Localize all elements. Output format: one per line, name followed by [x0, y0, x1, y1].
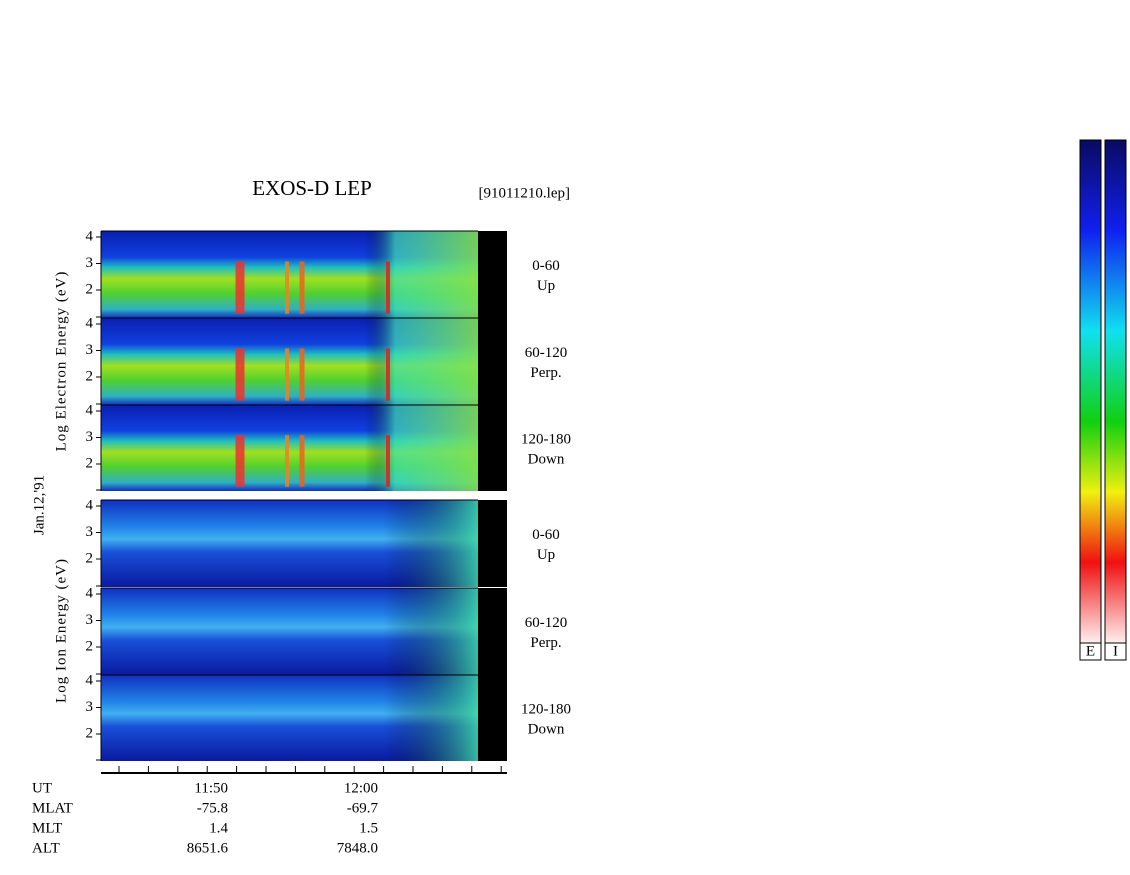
footer-cell: 8651.6: [187, 840, 229, 856]
direction: Up: [537, 278, 555, 294]
y-tick-label: 4: [86, 315, 94, 331]
y-tick-label: 2: [86, 281, 94, 297]
footer-cell: 1.5: [359, 820, 378, 836]
burst: [235, 261, 245, 314]
spectrogram-overlay: [101, 675, 478, 761]
color-bar: [1079, 139, 1102, 644]
burst: [285, 261, 289, 314]
y-tick-label: 3: [86, 255, 94, 271]
angle-range: 120-180: [521, 701, 571, 717]
footer-cell: -75.8: [197, 800, 228, 816]
burst: [299, 435, 305, 487]
spectrogram-overlay: [101, 318, 478, 405]
y-tick-label: 2: [86, 725, 94, 741]
y-tick-label: 2: [86, 550, 94, 566]
no-data: [478, 231, 507, 318]
direction: Up: [537, 547, 555, 563]
y-tick-label: 4: [86, 228, 94, 244]
file-name: [91011210.lep]: [478, 185, 570, 201]
burst: [235, 435, 245, 487]
footer-cell: 11:50: [194, 780, 228, 796]
footer-cell: -69.7: [347, 800, 379, 816]
burst: [386, 261, 390, 314]
direction: Down: [528, 721, 565, 737]
burst: [285, 435, 289, 487]
color-bar: [1104, 139, 1127, 644]
footer-cell: 12:00: [344, 780, 378, 796]
no-data: [478, 405, 507, 491]
y-tick-label: 4: [86, 497, 94, 513]
no-data: [478, 500, 507, 587]
direction: Perp.: [530, 635, 561, 651]
y-axis-label: Log Ion Energy (eV): [53, 558, 69, 703]
spectrogram-overlay: [101, 500, 478, 587]
y-tick-label: 2: [86, 455, 94, 471]
y-axis-label: Log Electron Energy (eV): [53, 271, 69, 452]
y-tick-label: 3: [86, 699, 94, 715]
y-tick-label: 4: [86, 585, 94, 601]
footer-cell: MLT: [32, 820, 62, 836]
angle-range: 60-120: [525, 345, 568, 361]
date: Jan.12,'91: [31, 475, 47, 535]
title: EXOS-D LEP: [252, 176, 372, 200]
y-tick-label: 3: [86, 342, 94, 358]
burst: [386, 435, 390, 487]
burst: [299, 348, 305, 401]
color-bar-label-box: [1079, 642, 1102, 661]
spectrogram-overlay: [101, 588, 478, 675]
spectrogram-overlay: [101, 231, 478, 318]
y-tick-label: 4: [86, 672, 94, 688]
footer-cell: MLAT: [32, 800, 73, 816]
no-data: [478, 588, 507, 675]
burst: [285, 348, 289, 401]
burst: [299, 261, 305, 314]
footer-cell: UT: [32, 780, 52, 796]
y-tick-label: 3: [86, 524, 94, 540]
angle-range: 0-60: [532, 258, 560, 274]
color-bar-label: I: [1113, 643, 1118, 659]
direction: Perp.: [530, 365, 561, 381]
angle-range: 0-60: [532, 527, 560, 543]
y-tick-label: 2: [86, 368, 94, 384]
burst: [235, 348, 245, 401]
y-tick-label: 2: [86, 638, 94, 654]
spectrogram-overlay: [101, 405, 478, 491]
footer-cell: 1.4: [209, 820, 228, 836]
y-tick-label: 3: [86, 612, 94, 628]
no-data: [478, 318, 507, 405]
footer-cell: 7848.0: [337, 840, 378, 856]
no-data: [478, 675, 507, 761]
footer-cell: ALT: [32, 840, 60, 856]
angle-range: 120-180: [521, 431, 571, 447]
angle-range: 60-120: [525, 615, 568, 631]
color-bar-label-box: [1104, 642, 1127, 661]
burst: [386, 348, 390, 401]
direction: Down: [528, 451, 565, 467]
y-tick-label: 3: [86, 429, 94, 445]
y-tick-label: 4: [86, 402, 94, 418]
color-bar-label: E: [1086, 643, 1095, 659]
